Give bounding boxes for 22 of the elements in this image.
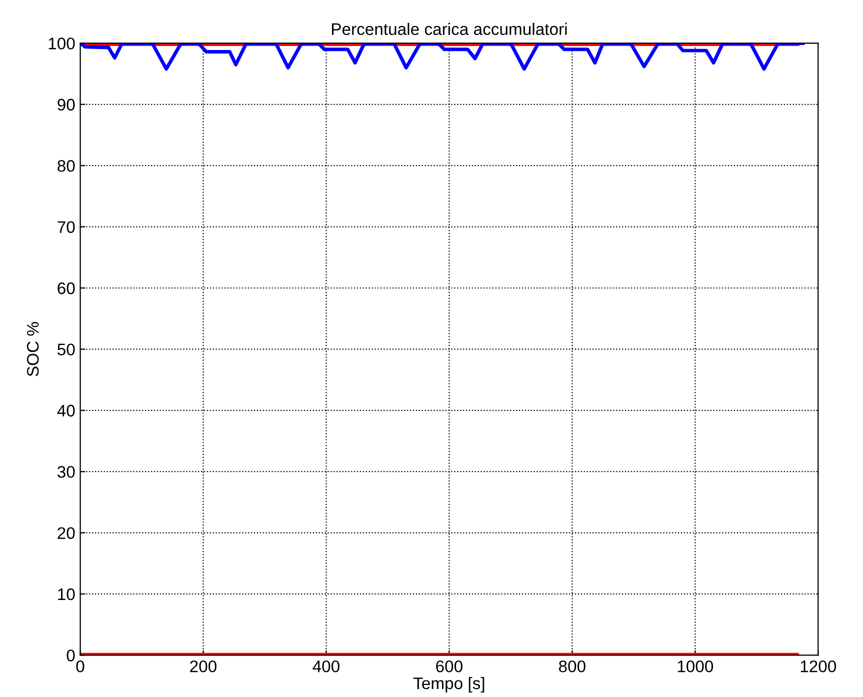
y-axis-title: SOC % (26, 322, 39, 376)
y-tick-label: 10 (58, 588, 75, 600)
chart-title: Percentuale carica accumulatori (332, 22, 567, 36)
x-tick-label: 200 (190, 660, 216, 672)
y-tick-label: 20 (58, 527, 75, 539)
y-tick-label: 30 (57, 466, 75, 478)
y-tick-label: 80 (58, 160, 75, 172)
y-tick-label: 90 (58, 98, 75, 111)
x-tick-label: 1200 (800, 660, 836, 672)
x-tick-label: 0 (76, 660, 84, 672)
y-tick-label: 0 (66, 650, 75, 662)
y-tick-label: 100 (48, 38, 75, 50)
x-tick-label: 600 (436, 660, 462, 672)
y-tick-label: 60 (58, 282, 75, 294)
y-tick-label: 70 (58, 221, 75, 234)
y-tick-label: 40 (57, 404, 75, 417)
x-tick-label: 1000 (678, 660, 714, 672)
x-tick-label: 800 (558, 660, 586, 672)
line-series (80, 43, 804, 71)
x-tick-label: 400 (312, 660, 340, 672)
x-axis-title: Tempo [s] (413, 676, 484, 693)
y-tick-label: 50 (58, 344, 75, 356)
